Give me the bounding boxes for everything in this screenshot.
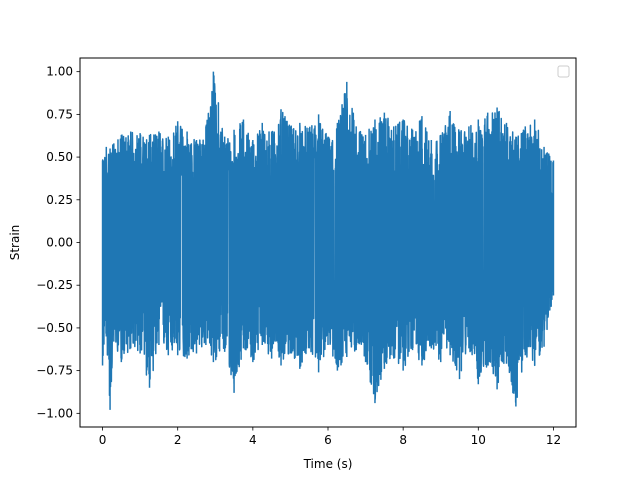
y-tick-label: 0.50 [46,150,73,164]
axes-frame [79,57,577,428]
x-tick-label: 4 [249,433,257,447]
legend-box [557,65,570,78]
plot-data [101,71,555,410]
x-tick-label: 2 [174,433,182,447]
series-line [101,71,555,410]
y-tick-label: 0.25 [46,193,73,207]
x-tick-label: 12 [546,433,561,447]
y-tick-label: −0.75 [36,364,73,378]
x-tick-label: 0 [99,433,107,447]
y-tick-label: −0.50 [36,321,73,335]
y-tick-label: −1.00 [36,406,73,420]
x-axis-label: Time (s) [303,457,353,471]
ticks: 0 2 4 6 8 10 12 −1.00 −0.75 −0.50 −0.25 0.00 0.25 0.5… [36,65,561,447]
y-axis-label: Strain [8,225,22,261]
y-tick-label: 0.00 [46,236,73,250]
x-tick-label: 6 [324,433,332,447]
y-tick-label: −0.25 [36,278,73,292]
x-tick-label: 10 [471,433,486,447]
y-tick-label: 1.00 [46,65,73,79]
x-tick-label: 8 [399,433,407,447]
y-tick-label: 0.75 [46,107,73,121]
